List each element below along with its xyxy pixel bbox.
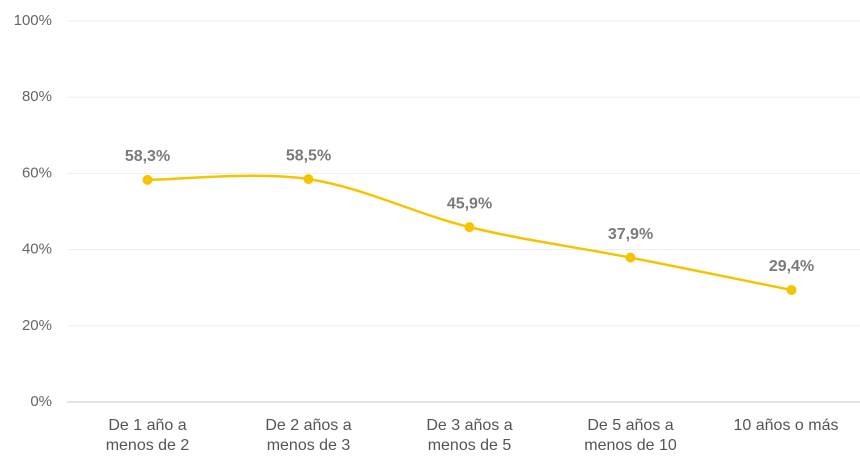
- y-tick-label: 40%: [22, 241, 52, 258]
- value-label: 37,9%: [608, 226, 653, 243]
- x-tick-label: De 1 año a menos de 2: [105, 417, 190, 454]
- value-label: 58,5%: [286, 147, 331, 164]
- y-tick-label: 100%: [14, 12, 52, 29]
- line: [147, 174, 792, 292]
- y-tick-label: 20%: [22, 317, 52, 334]
- point: [786, 284, 797, 295]
- value-label: 58,3%: [125, 148, 170, 165]
- point: [142, 174, 153, 185]
- point: [625, 252, 636, 263]
- value-label: 29,4%: [769, 258, 814, 275]
- x-tick-label: De 3 años a menos de 5: [426, 417, 513, 454]
- x-tick-label: De 2 años a menos de 3: [265, 417, 352, 454]
- y-tick-label: 80%: [22, 88, 52, 105]
- y-tick-label: 0%: [30, 393, 52, 410]
- value-label: 45,9%: [447, 195, 492, 212]
- point: [464, 222, 475, 233]
- point: [303, 174, 314, 185]
- y-tick-label: 60%: [22, 164, 52, 181]
- x-tick-label: De 5 años a menos de 10: [584, 417, 677, 454]
- x-tick-label: 10 años o más: [733, 417, 839, 434]
